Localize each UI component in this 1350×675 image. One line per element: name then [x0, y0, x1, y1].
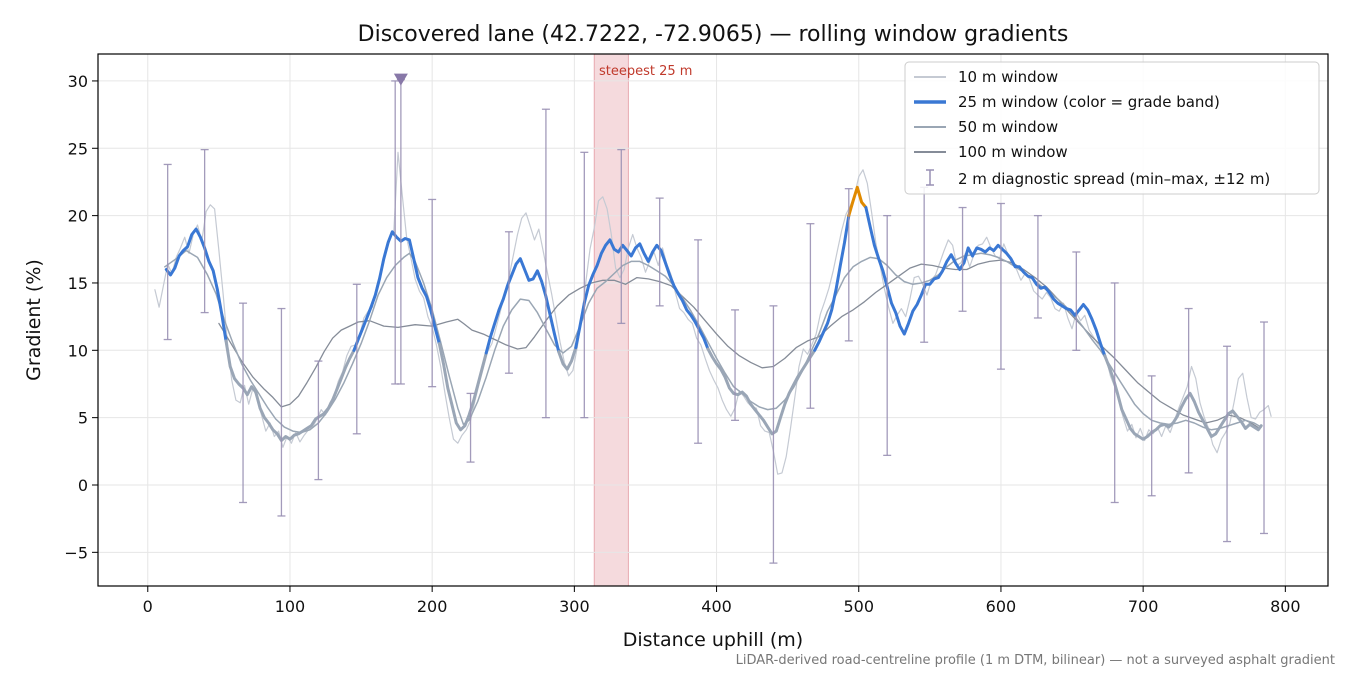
y-axis-label: Gradient (%) [23, 259, 45, 381]
error-bar [1033, 214, 1042, 319]
x-tick-label: 400 [701, 597, 732, 616]
error-bar [580, 151, 589, 419]
legend-swatch-errorbar [926, 169, 934, 186]
error-bar [1072, 251, 1081, 351]
series-line-w25 [847, 185, 868, 218]
error-bar [466, 392, 475, 463]
peak-marker [393, 73, 408, 86]
error-bar [541, 108, 550, 419]
error-bar [694, 239, 703, 444]
legend-label-w25: 25 m window (color = grade band) [958, 93, 1220, 111]
y-tick-label: 30 [68, 72, 88, 91]
error-bar [1184, 307, 1193, 474]
error-bar [806, 223, 815, 409]
x-tick-label: 600 [986, 597, 1017, 616]
x-tick-label: 200 [417, 597, 448, 616]
error-bar [844, 188, 853, 342]
error-bar [200, 148, 209, 314]
x-tick-label: 700 [1128, 597, 1159, 616]
error-bar [731, 309, 740, 421]
legend-label-w50: 50 m window [958, 118, 1058, 136]
error-bar [769, 305, 778, 564]
legend-label-w10: 10 m window [958, 68, 1058, 86]
band-label: steepest 25 m [599, 64, 692, 79]
series-line-w25 [1103, 354, 1263, 441]
error-bar [396, 78, 405, 385]
y-tick-label: 5 [78, 409, 88, 428]
series-line-w25 [352, 230, 441, 352]
x-tick-label: 0 [143, 597, 153, 616]
error-bar [1223, 345, 1232, 543]
series-line-w25 [164, 227, 228, 343]
error-bar [958, 206, 967, 312]
legend-box [904, 61, 1320, 195]
series-line-w25 [574, 238, 710, 351]
plot-frame [97, 53, 1329, 587]
error-bar [996, 202, 1005, 370]
error-bar [504, 231, 513, 374]
x-tick-label: 800 [1270, 597, 1301, 616]
series-line-w25 [437, 342, 488, 432]
series-line-w25 [557, 346, 578, 371]
error-bar [239, 302, 248, 504]
y-tick-label: 20 [68, 207, 88, 226]
legend: 10 m window 25 m window (color = grade b… [904, 61, 1320, 195]
error-bar [1110, 282, 1119, 504]
series-line-w25 [706, 347, 817, 436]
error-bar [655, 197, 664, 307]
error-bar [163, 163, 172, 341]
error-bar [314, 360, 323, 481]
error-bar [352, 283, 361, 435]
series-line-w10 [154, 151, 1272, 475]
footnote: LiDAR-derived road-centreline profile (1… [736, 653, 1335, 668]
y-tick-label: 10 [68, 341, 88, 360]
error-bar [1260, 321, 1269, 535]
x-tick-label: 300 [559, 597, 590, 616]
chart-title: Discovered lane (42.7222, -72.9065) — ro… [358, 22, 1069, 47]
error-bar [428, 198, 437, 388]
steepest-band [593, 53, 629, 587]
y-tick-label: 15 [68, 274, 88, 293]
error-bar [617, 148, 626, 325]
series-line-w25 [813, 214, 851, 352]
x-tick-label: 500 [843, 597, 874, 616]
series-line-w100 [218, 259, 1261, 430]
error-bar [277, 307, 286, 517]
legend-label-errorbar: 2 m diagnostic spread (min–max, ±12 m) [958, 170, 1270, 188]
x-tick-label: 100 [275, 597, 306, 616]
series-line-w25 [864, 206, 1107, 358]
y-tick-label: 25 [68, 139, 88, 158]
error-bar [883, 214, 892, 457]
series-line-w25 [484, 257, 561, 355]
series-line-w25 [224, 339, 356, 442]
legend-label-w100: 100 m window [958, 143, 1068, 161]
y-tick-label: −5 [64, 543, 88, 562]
y-tick-label: 0 [78, 476, 88, 495]
x-axis-label: Distance uphill (m) [623, 629, 803, 651]
error-bar [1147, 375, 1156, 497]
